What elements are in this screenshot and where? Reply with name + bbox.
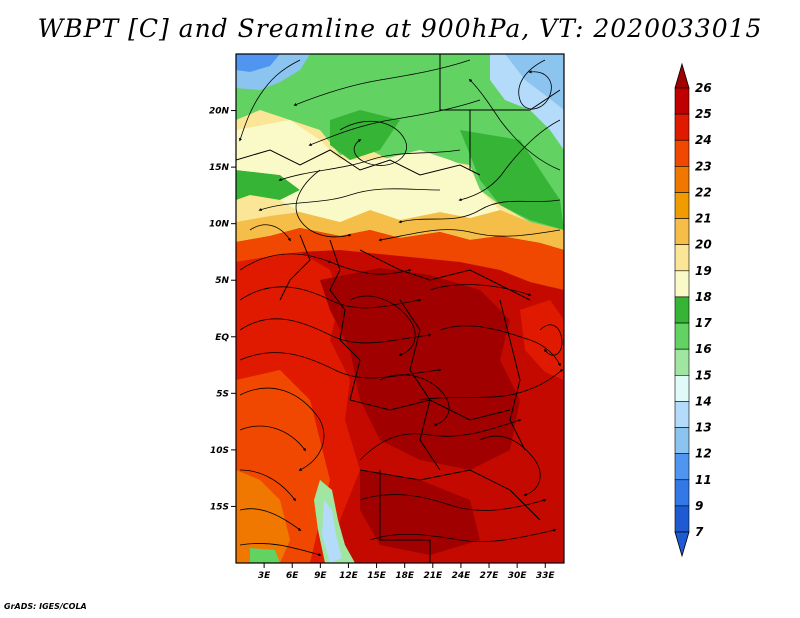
colorbar-label: 18 [695, 290, 712, 304]
lon-tick-label: 6E [286, 571, 299, 581]
lat-tick-label: 15N [209, 163, 230, 173]
lat-tick-label: 20N [209, 107, 230, 117]
lon-tick-label: 12E [339, 571, 359, 581]
colorbar-label: 20 [695, 238, 712, 252]
colorbar-swatch [674, 348, 690, 376]
lon-tick-label: 24E [452, 571, 472, 581]
colorbar-swatch [674, 505, 690, 533]
colorbar-label: 15 [695, 368, 712, 382]
colorbar-label: 7 [695, 525, 704, 539]
temperature-field [236, 54, 564, 563]
lon-tick-label: 21E [423, 571, 443, 581]
lat-tick-label: 15S [210, 502, 229, 512]
lon-tick-label: 9E [314, 571, 327, 581]
lat-tick-label: EQ [215, 333, 229, 343]
colorbar-label: 12 [695, 447, 712, 461]
colorbar-top-arrow [674, 62, 690, 89]
colorbar-label: 14 [695, 394, 712, 408]
colorbar-swatch [674, 479, 690, 507]
longitude-axis: 3E 6E 9E 12E 15E 18E 21E 24E 27E 30E 33E [258, 563, 556, 581]
colorbar-label: 16 [695, 342, 712, 356]
colorbar-label: 19 [695, 264, 712, 278]
map-frame [235, 53, 565, 564]
colorbar-label: 17 [695, 316, 712, 330]
colorbar-swatch [674, 218, 690, 246]
colorbar-swatch [674, 87, 690, 115]
colorbar-swatch [674, 113, 690, 141]
lon-tick-label: 33E [536, 571, 556, 581]
colorbar-swatch [674, 139, 690, 167]
colorbar-swatch [674, 270, 690, 298]
lat-tick-label: 5N [215, 276, 229, 286]
colorbar-swatch [674, 401, 690, 428]
colorbar-label: 26 [695, 81, 712, 95]
colorbar-label: 23 [695, 159, 712, 173]
colorbar-label: 24 [695, 133, 712, 147]
colorbar-swatch [674, 427, 690, 454]
colorbar-swatch [674, 453, 690, 481]
colorbar-swatch [674, 296, 690, 324]
colorbar-label: 21 [695, 212, 712, 226]
latitude-axis: 20N 15N 10N 5N EQ 5S 10S 15S [209, 107, 236, 512]
colorbar-swatch [674, 244, 690, 272]
lat-tick-label: 10S [210, 446, 229, 456]
colorbar-swatch [674, 166, 690, 193]
streamlines [238, 59, 564, 557]
colorbar-label: 22 [695, 185, 712, 199]
lon-tick-label: 3E [258, 571, 271, 581]
colorbar-label: 25 [695, 107, 712, 121]
colorbar-label: 9 [695, 499, 703, 513]
colorbar-label: 11 [695, 473, 712, 487]
lon-tick-label: 15E [367, 571, 387, 581]
colorbar-bottom-arrow [674, 531, 690, 558]
colorbar-swatch [674, 322, 690, 350]
colorbar-label: 13 [695, 421, 712, 435]
grads-credit: GrADS: IGES/COLA [4, 602, 87, 611]
colorbar: 26 25 24 23 22 21 20 19 18 17 16 15 14 13 12 11 9 7 [674, 62, 712, 558]
colorbar-swatch [674, 374, 690, 402]
lat-tick-label: 10N [209, 220, 230, 230]
lat-tick-label: 5S [216, 389, 229, 399]
map-title: WBPT [C] and Sreamline at 900hPa, VT: 20… [37, 14, 763, 43]
colorbar-swatch [674, 192, 690, 219]
lon-tick-label: 18E [395, 571, 415, 581]
lon-tick-label: 30E [508, 571, 528, 581]
lon-tick-label: 27E [480, 571, 500, 581]
